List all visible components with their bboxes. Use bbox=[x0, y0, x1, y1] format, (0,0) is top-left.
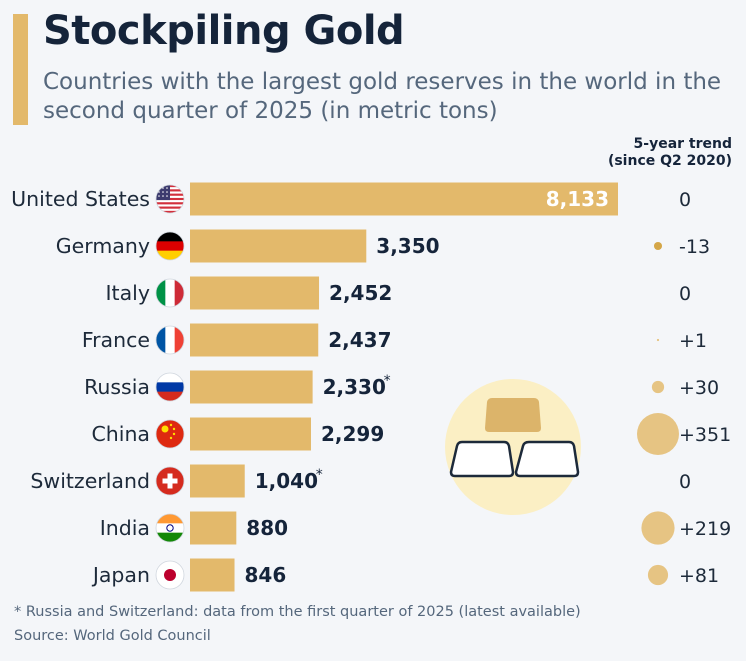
country-label: India bbox=[100, 516, 150, 540]
bar bbox=[190, 182, 618, 216]
bar bbox=[190, 417, 311, 451]
trend-value-label: 0 bbox=[679, 283, 691, 305]
trend-bubble bbox=[637, 413, 679, 455]
bar-row: Japan 846 +81 bbox=[91, 558, 719, 592]
japan-flag-icon-shapes bbox=[156, 561, 184, 589]
us-flag-icon bbox=[155, 184, 185, 214]
gold-bar-top bbox=[485, 398, 541, 432]
bar-row: Italy 2,452 0 bbox=[106, 276, 691, 310]
trend-bubble bbox=[641, 511, 675, 545]
footnote: * Russia and Switzerland: data from the … bbox=[14, 604, 581, 620]
bar bbox=[190, 229, 367, 263]
india-flag-icon bbox=[155, 513, 185, 543]
accent-bar bbox=[13, 14, 28, 125]
trend-column-header: 5-year trend (since Q2 2020) bbox=[608, 136, 732, 170]
trend-value-label: +81 bbox=[679, 565, 719, 587]
russia-flag-icon-shapes bbox=[156, 373, 184, 401]
bar bbox=[190, 323, 319, 357]
country-label: France bbox=[82, 328, 150, 352]
trend-value-label: 0 bbox=[679, 471, 691, 493]
country-label: Germany bbox=[56, 234, 150, 258]
bar bbox=[190, 464, 245, 498]
asterisk-mark: * bbox=[384, 373, 391, 389]
france-flag-icon bbox=[155, 325, 185, 355]
bar-value-label: 3,350 bbox=[376, 234, 439, 258]
switzerland-flag-icon bbox=[155, 466, 185, 496]
trend-bubble bbox=[651, 380, 665, 394]
bar-row: United States 8,133 0 bbox=[11, 182, 691, 216]
germany-flag-icon bbox=[155, 231, 185, 261]
trend-value-label: +219 bbox=[679, 518, 731, 540]
switzerland-flag-icon-shapes bbox=[156, 467, 184, 495]
bar bbox=[190, 511, 237, 545]
trend-bubble bbox=[656, 338, 660, 342]
trend-value-label: +1 bbox=[679, 330, 707, 352]
bar-row: India 880 +219 bbox=[100, 511, 731, 545]
country-label: United States bbox=[11, 187, 150, 211]
germany-flag-icon-shapes bbox=[156, 232, 184, 260]
bar-value-label: 1,040 bbox=[255, 469, 318, 493]
bar-row: Germany 3,350 -13 bbox=[56, 229, 710, 263]
gold-bar-right bbox=[514, 440, 580, 478]
bar-value-label: 2,452 bbox=[329, 281, 392, 305]
bar-value-label: 846 bbox=[245, 563, 287, 587]
trend-value-label: +351 bbox=[679, 424, 731, 446]
gold-bars-illustration bbox=[445, 379, 581, 515]
bar-value-label: 8,133 bbox=[546, 187, 609, 211]
bar bbox=[190, 276, 320, 310]
india-flag-icon-shapes bbox=[156, 514, 184, 542]
bar bbox=[190, 558, 235, 592]
trend-value-label: 0 bbox=[679, 189, 691, 211]
country-label: China bbox=[91, 422, 150, 446]
country-label: Switzerland bbox=[30, 469, 150, 493]
japan-flag-icon bbox=[155, 560, 185, 590]
chart-subtitle: Countries with the largest gold reserves… bbox=[43, 69, 722, 124]
trend-value-label: +30 bbox=[679, 377, 719, 399]
trend-bubble bbox=[653, 241, 663, 251]
country-label: Japan bbox=[91, 563, 150, 587]
italy-flag-icon-shapes bbox=[156, 279, 184, 307]
trend-header-line2: (since Q2 2020) bbox=[607, 153, 732, 169]
country-label: Italy bbox=[106, 281, 150, 305]
bar-row: Russia 2,330* +30 bbox=[84, 370, 719, 404]
china-flag-icon-shapes bbox=[156, 420, 184, 448]
source-note: Source: World Gold Council bbox=[14, 628, 211, 644]
russia-flag-icon bbox=[155, 372, 185, 402]
bar-value-label: 2,437 bbox=[328, 328, 391, 352]
chart-title: Stockpiling Gold bbox=[43, 8, 405, 54]
china-flag-icon bbox=[155, 419, 185, 449]
bar-value-label: 2,299 bbox=[321, 422, 384, 446]
bar-value-label: 2,330 bbox=[323, 375, 386, 399]
france-flag-icon-shapes bbox=[156, 326, 184, 354]
trend-header-line1: 5-year trend bbox=[633, 136, 732, 152]
italy-flag-icon bbox=[155, 278, 185, 308]
trend-value-label: -13 bbox=[679, 236, 710, 258]
bar-value-label: 880 bbox=[246, 516, 288, 540]
illustration-circle bbox=[445, 379, 581, 515]
asterisk-mark: * bbox=[316, 467, 323, 483]
bar-row: Switzerland 1,040* 0 bbox=[30, 464, 691, 498]
bar-row: China 2,299 +351 bbox=[91, 413, 731, 455]
bar bbox=[190, 370, 313, 404]
gold-bar-left bbox=[449, 440, 515, 478]
trend-bubble bbox=[647, 564, 669, 586]
country-label: Russia bbox=[84, 375, 150, 399]
bar-row: France 2,437 +1 bbox=[82, 323, 707, 357]
